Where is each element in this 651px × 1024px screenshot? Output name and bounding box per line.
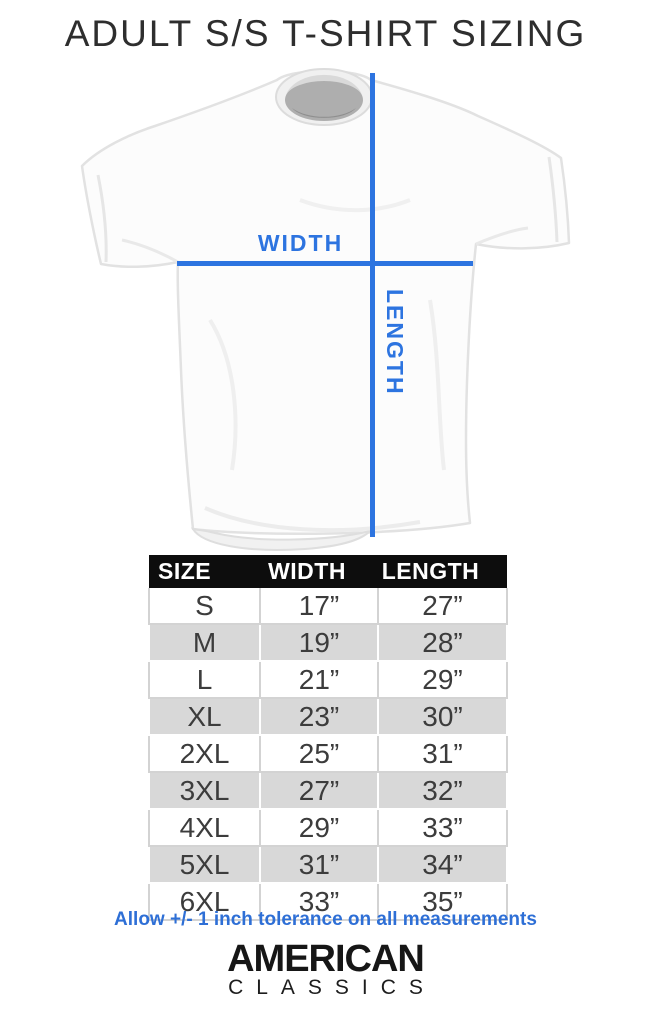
length-cell: 33” [377,808,508,847]
width-cell: 21” [259,660,379,699]
size-cell: 2XL [148,734,261,773]
table-row: M 19” 28” [148,623,508,662]
size-cell: S [148,588,261,625]
tshirt-hem-crease [204,506,421,533]
length-cell: 30” [377,697,508,736]
length-cell: 34” [377,845,508,884]
length-cell: 32” [377,771,508,810]
table-row: 5XL 31” 34” [148,845,508,884]
table-row: 6XL 33” 35” [148,882,508,921]
right-cuff-seam [547,156,559,243]
underarm-shadow [121,238,179,264]
table-row: 3XL 27” 32” [148,771,508,810]
collar-opening [285,79,363,121]
brand-name: AMERICAN [227,938,425,980]
width-cell: 27” [259,771,379,810]
size-table-header: SIZE WIDTH LENGTH [149,555,507,588]
page-title: ADULT S/S T-SHIRT SIZING [64,13,587,54]
collar-back-inside [286,74,362,95]
tshirt-illustration [80,68,571,551]
size-cell: 4XL [148,808,261,847]
width-cell: 25” [259,734,379,773]
column-header-width: WIDTH [260,555,378,588]
table-row: XL 23” 30” [148,697,508,736]
size-cell: L [148,660,261,699]
size-table-body: S 17” 27” M 19” 28” L 21” 29” XL 23” 30” 2XL 25” 31” 3X… [148,588,508,921]
tshirt-diagram: WIDTH LENGTH [80,68,571,551]
column-header-size: SIZE [149,555,260,588]
length-cell: 28” [377,623,508,662]
size-cell: 6XL [148,882,261,921]
width-cell: 23” [259,697,379,736]
length-cell: 27” [377,588,508,625]
underarm-shadow [475,226,529,246]
brand-subname: CLASSICS [228,976,436,999]
wrinkle [428,299,446,471]
width-measure-line [177,261,473,266]
left-cuff-seam [96,174,108,263]
width-cell: 29” [259,808,379,847]
wrinkle [299,198,411,213]
length-measure-line [370,73,375,537]
width-cell: 33” [259,882,379,921]
size-cell: 5XL [148,845,261,884]
size-cell: M [148,623,261,662]
width-cell: 17” [259,588,379,625]
tshirt-body [80,69,571,536]
column-header-length: LENGTH [378,555,507,588]
table-row: 2XL 25” 31” [148,734,508,773]
wrinkle [208,318,238,471]
length-measure-label: LENGTH [382,289,408,396]
brand-logo: AMERICAN CLASSICS [0,938,651,999]
table-row: 4XL 29” 33” [148,808,508,847]
length-cell: 35” [377,882,508,921]
header-row: SIZE WIDTH LENGTH [149,555,507,588]
width-cell: 31” [259,845,379,884]
tolerance-note: Allow +/- 1 inch tolerance on all measur… [114,909,537,930]
table-row: S 17” 27” [148,588,508,625]
width-cell: 19” [259,623,379,662]
size-table: SIZE WIDTH LENGTH S 17” 27” M 19” 28” L 21” 29” X… [148,555,508,921]
collar-shadow [292,108,356,118]
length-cell: 29” [377,660,508,699]
size-cell: 3XL [148,771,261,810]
table-row: L 21” 29” [148,660,508,699]
size-cell: XL [148,697,261,736]
width-measure-label: WIDTH [257,230,344,256]
length-cell: 31” [377,734,508,773]
